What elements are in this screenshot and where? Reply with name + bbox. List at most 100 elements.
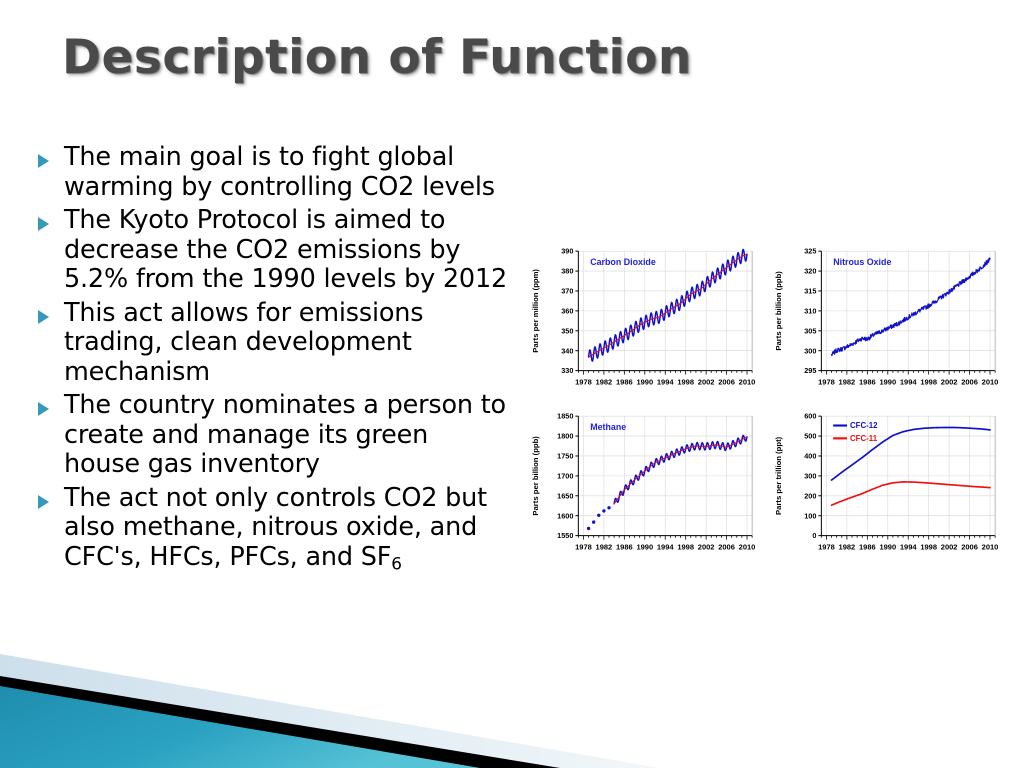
list-item-label: This act allows for emissions trading, c… xyxy=(64,297,424,387)
deco-teal-triangle xyxy=(0,686,480,768)
svg-text:310: 310 xyxy=(804,306,816,315)
list-item-label: The act not only controls CO2 but also m… xyxy=(64,482,508,579)
svg-text:305: 305 xyxy=(804,326,816,335)
svg-text:350: 350 xyxy=(561,326,573,335)
svg-text:320: 320 xyxy=(804,267,816,276)
svg-text:300: 300 xyxy=(804,471,816,480)
svg-text:2002: 2002 xyxy=(698,542,715,551)
bullet-arrow-icon xyxy=(38,143,64,172)
svg-text:390: 390 xyxy=(561,247,573,256)
svg-text:CFC-12: CFC-12 xyxy=(850,420,878,429)
chart-cfc: 0 100 200 300 400 500 600 1978 1982 1986 1990 1994 1… xyxy=(770,406,1005,567)
deco-black-stripe xyxy=(0,676,560,768)
bullet-arrow-icon xyxy=(38,391,64,420)
svg-text:2002: 2002 xyxy=(941,377,958,386)
svg-text:2002: 2002 xyxy=(941,542,958,551)
svg-text:2010: 2010 xyxy=(982,542,999,551)
svg-text:CFC-11: CFC-11 xyxy=(850,433,878,442)
svg-text:1990: 1990 xyxy=(879,377,896,386)
svg-text:1650: 1650 xyxy=(557,491,573,500)
list-item: The act not only controls CO2 but also m… xyxy=(38,482,508,579)
svg-text:1700: 1700 xyxy=(557,471,573,480)
svg-text:1600: 1600 xyxy=(557,511,573,520)
svg-text:1978: 1978 xyxy=(818,542,835,551)
svg-text:1990: 1990 xyxy=(636,377,653,386)
corner-decoration xyxy=(0,654,660,768)
svg-text:Methane: Methane xyxy=(590,421,626,431)
svg-text:2010: 2010 xyxy=(982,377,999,386)
svg-text:1998: 1998 xyxy=(920,377,937,386)
svg-text:2002: 2002 xyxy=(698,377,715,386)
svg-text:1986: 1986 xyxy=(859,542,876,551)
svg-text:1994: 1994 xyxy=(900,542,918,551)
svg-text:1998: 1998 xyxy=(677,377,694,386)
bullet-arrow-icon xyxy=(38,299,64,328)
svg-text:1994: 1994 xyxy=(900,377,918,386)
svg-text:315: 315 xyxy=(804,287,816,296)
svg-text:1986: 1986 xyxy=(616,377,633,386)
svg-text:Parts per million (ppm): Parts per million (ppm) xyxy=(531,269,540,353)
svg-text:325: 325 xyxy=(804,247,816,256)
svg-text:2006: 2006 xyxy=(961,542,978,551)
svg-text:1850: 1850 xyxy=(557,411,573,420)
svg-text:Nitrous Oxide: Nitrous Oxide xyxy=(833,257,891,267)
page-title: Description of Function xyxy=(62,30,692,85)
svg-text:2006: 2006 xyxy=(718,542,735,551)
svg-text:1982: 1982 xyxy=(596,542,613,551)
chart-methane: 1550 1600 1650 1700 1750 1800 1850 1978 1982 1986… xyxy=(527,406,762,567)
svg-text:200: 200 xyxy=(804,491,816,500)
svg-text:100: 100 xyxy=(804,511,816,520)
svg-text:370: 370 xyxy=(561,287,573,296)
list-item: This act allows for emissions trading, c… xyxy=(38,297,508,388)
svg-text:1978: 1978 xyxy=(575,377,592,386)
svg-text:1982: 1982 xyxy=(839,377,856,386)
svg-text:1990: 1990 xyxy=(636,542,653,551)
svg-text:1986: 1986 xyxy=(859,377,876,386)
svg-text:Parts per trillion (ppt): Parts per trillion (ppt) xyxy=(774,436,783,515)
list-item-label: The Kyoto Protocol is aimed to decrease … xyxy=(64,205,507,294)
list-item-label: The country nominates a person to create… xyxy=(64,390,506,479)
svg-text:1994: 1994 xyxy=(657,542,675,551)
greenhouse-gas-chart-panel: 330 340 350 360 370 380 390 1978 1982 1986 1990 199… xyxy=(527,241,1005,566)
svg-text:1750: 1750 xyxy=(557,451,573,460)
chart-nitrous-oxide: 295 300 305 310 315 320 325 1978 1982 1986 1990 199… xyxy=(770,241,1005,402)
svg-text:300: 300 xyxy=(804,346,816,355)
svg-text:400: 400 xyxy=(804,451,816,460)
svg-text:380: 380 xyxy=(561,267,573,276)
list-item: The country nominates a person to create… xyxy=(38,390,508,480)
svg-text:1550: 1550 xyxy=(557,531,573,540)
list-item-label: The main goal is to fight global warming… xyxy=(64,142,495,202)
svg-text:2010: 2010 xyxy=(739,377,756,386)
svg-text:1982: 1982 xyxy=(596,377,613,386)
svg-text:Parts per billion (ppb): Parts per billion (ppb) xyxy=(774,271,783,351)
svg-text:Parts per billion (ppb): Parts per billion (ppb) xyxy=(531,435,540,515)
svg-text:1986: 1986 xyxy=(616,542,633,551)
svg-text:1982: 1982 xyxy=(839,542,856,551)
svg-text:1990: 1990 xyxy=(879,542,896,551)
svg-text:1800: 1800 xyxy=(557,431,573,440)
svg-text:0: 0 xyxy=(812,531,816,540)
bullet-list: The main goal is to fight global warming… xyxy=(38,142,508,583)
svg-text:340: 340 xyxy=(561,346,573,355)
svg-text:2010: 2010 xyxy=(739,542,756,551)
svg-text:1994: 1994 xyxy=(657,377,675,386)
svg-text:295: 295 xyxy=(804,366,816,375)
svg-text:1998: 1998 xyxy=(920,542,937,551)
list-item: The Kyoto Protocol is aimed to decrease … xyxy=(38,205,508,295)
svg-text:1978: 1978 xyxy=(575,542,592,551)
svg-text:2006: 2006 xyxy=(961,377,978,386)
svg-text:600: 600 xyxy=(804,411,816,420)
svg-text:1998: 1998 xyxy=(677,542,694,551)
svg-text:1978: 1978 xyxy=(818,377,835,386)
deco-pale-band xyxy=(0,654,660,768)
list-item: The main goal is to fight global warming… xyxy=(38,142,508,202)
bullet-arrow-icon xyxy=(38,206,64,235)
list-item-text: The act not only controls CO2 but also m… xyxy=(64,482,487,572)
subscript-6: 6 xyxy=(391,553,402,574)
svg-text:Carbon Dioxide: Carbon Dioxide xyxy=(590,257,656,267)
svg-text:500: 500 xyxy=(804,431,816,440)
chart-carbon-dioxide: 330 340 350 360 370 380 390 1978 1982 1986 1990 199… xyxy=(527,241,762,402)
svg-text:330: 330 xyxy=(561,366,573,375)
svg-text:360: 360 xyxy=(561,306,573,315)
bullet-arrow-icon xyxy=(38,484,64,513)
